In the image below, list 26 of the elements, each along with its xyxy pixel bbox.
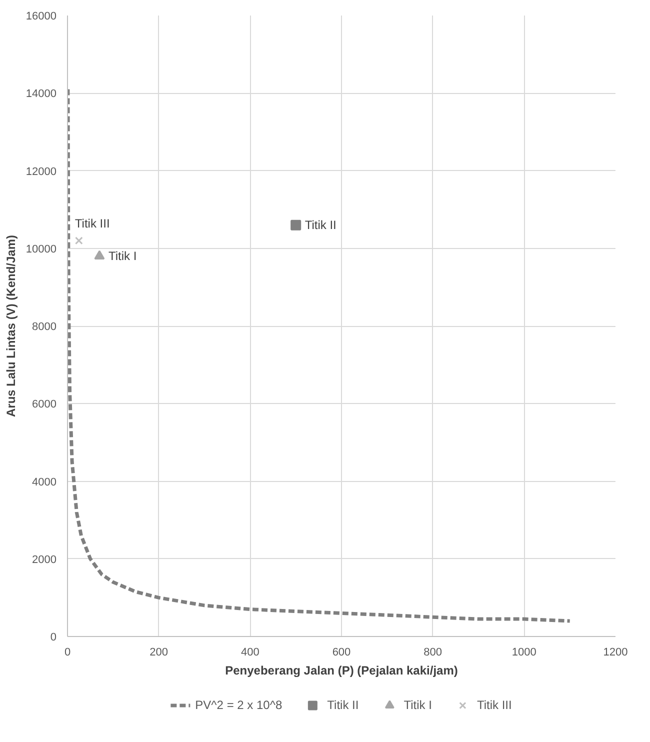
legend-label: PV^2 = 2 x 10^8 bbox=[195, 698, 282, 712]
x-tick-label: 200 bbox=[150, 646, 168, 658]
line-series bbox=[68, 87, 572, 623]
text: Titik III bbox=[74, 216, 110, 231]
y-tick-label: 8000 bbox=[32, 321, 57, 333]
y-tick-label: 10000 bbox=[26, 243, 57, 256]
legend-label: Titik II bbox=[327, 698, 359, 712]
y-axis-title: Arus Lalu Lintas (V) (Kend/Jam) bbox=[4, 234, 18, 418]
x-tick-label: 800 bbox=[424, 646, 442, 658]
y-tick-label: 0 bbox=[50, 632, 57, 644]
x-tick-label: 0 bbox=[64, 646, 71, 658]
x-tick-label: 600 bbox=[332, 646, 351, 658]
x-tick-label: 1200 bbox=[603, 646, 628, 658]
x-axis-title: Penyeberang Jalan (P) (Pejalan kaki/jam) bbox=[225, 664, 458, 678]
x-tick-label: 400 bbox=[240, 646, 260, 658]
legend-label: Titik I bbox=[404, 698, 432, 712]
y-tick-label: 12000 bbox=[26, 166, 57, 178]
text: Titik II bbox=[304, 218, 336, 232]
y-tick-label: 14000 bbox=[26, 88, 57, 100]
y-tick-label: 4000 bbox=[32, 476, 57, 488]
y-tick-label: 16000 bbox=[26, 10, 57, 22]
x-tick-label: 1000 bbox=[512, 646, 536, 658]
y-tick-label: 2000 bbox=[32, 554, 57, 566]
y-tick-label: 6000 bbox=[32, 398, 57, 411]
legend-label: Titik III bbox=[476, 698, 512, 712]
text: Titik I bbox=[108, 249, 137, 264]
